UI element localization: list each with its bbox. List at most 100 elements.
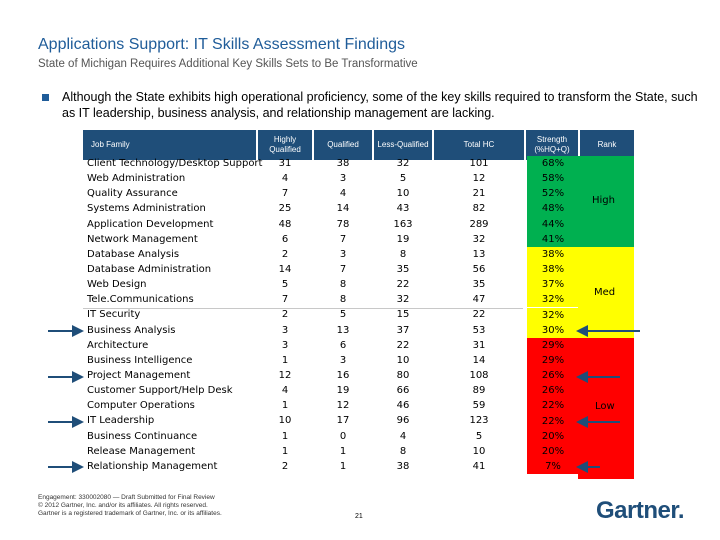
- gartner-logo: Gartner.: [596, 497, 685, 524]
- q-cell: 3: [339, 354, 347, 366]
- q-cell: 5: [339, 309, 347, 321]
- rank-label-low: Low: [595, 401, 615, 412]
- hc-cell: 289: [469, 218, 489, 230]
- header-less-qualified: Less-Qualified: [374, 130, 432, 160]
- lq-cell: 10: [396, 354, 410, 366]
- footer-notes: Engagement: 330002080 — Draft Submitted …: [38, 494, 222, 518]
- job-family-cell: Web Design: [87, 279, 147, 291]
- hq-cell: 2: [281, 460, 289, 472]
- strength-cell: 20%: [527, 428, 579, 444]
- hc-cell: 59: [472, 400, 486, 412]
- page-number: 21: [355, 513, 363, 520]
- lq-cell: 38: [396, 460, 410, 472]
- job-family-cell: Application Development: [87, 218, 214, 230]
- q-cell: 12: [336, 400, 350, 412]
- hc-cell: 108: [469, 369, 489, 381]
- hc-cell: 56: [472, 263, 486, 275]
- lq-cell: 32: [396, 158, 410, 169]
- hq-cell: 5: [281, 279, 289, 291]
- job-family-cell: Customer Support/Help Desk: [87, 385, 233, 397]
- lq-cell: 37: [396, 324, 410, 336]
- job-family-column: Client Technology/Desktop Support Web Adm…: [87, 156, 263, 474]
- lq-cell: 22: [396, 339, 410, 351]
- hq-cell: 25: [278, 203, 292, 215]
- hc-cell: 53: [472, 324, 486, 336]
- strength-cell: 26%: [527, 383, 579, 399]
- hq-cell: 7: [281, 188, 289, 200]
- job-family-cell: Quality Assurance: [87, 188, 178, 200]
- hq-cell: 1: [281, 354, 289, 366]
- strength-cell: 41%: [527, 231, 579, 247]
- strength-cell: 26%: [527, 368, 579, 384]
- hc-cell: 123: [469, 415, 489, 427]
- hc-cell: 12: [472, 173, 486, 185]
- rank-label-high: High: [592, 195, 615, 206]
- hq-cell: 10: [278, 415, 292, 427]
- hc-cell: 21: [472, 188, 486, 200]
- hq-cell: 31: [278, 158, 292, 169]
- rank-band-high: [578, 156, 634, 247]
- strength-cell: 44%: [527, 216, 579, 232]
- bullet-marker: [42, 94, 49, 101]
- page-subtitle: State of Michigan Requires Additional Ke…: [38, 58, 418, 70]
- lq-cell: 19: [396, 233, 410, 245]
- hc-cell: 89: [472, 385, 486, 397]
- hc-cell: 10: [472, 445, 486, 457]
- job-family-cell: Computer Operations: [87, 400, 195, 412]
- q-cell: 8: [339, 279, 347, 291]
- lq-cell: 22: [396, 279, 410, 291]
- lq-cell: 32: [396, 294, 410, 306]
- strength-cell: 38%: [527, 262, 579, 278]
- row-divider: [83, 308, 523, 309]
- lq-cell: 10: [396, 188, 410, 200]
- strength-cell: 29%: [527, 337, 579, 353]
- hc-cell: 5: [475, 430, 483, 442]
- hc-cell: 22: [472, 309, 486, 321]
- job-family-cell: Client Technology/Desktop Support: [87, 158, 263, 169]
- strength-cell: 38%: [527, 246, 579, 263]
- strength-cell: 29%: [527, 352, 579, 369]
- job-family-cell: Relationship Management: [87, 460, 218, 472]
- hq-cell: 2: [281, 248, 289, 260]
- strength-cell: 22%: [527, 398, 579, 414]
- hq-cell: 14: [278, 263, 292, 275]
- job-family-cell: Web Administration: [87, 173, 186, 185]
- strength-cell: 58%: [527, 171, 579, 187]
- job-family-cell: Business Intelligence: [87, 354, 193, 366]
- hc-cell: 82: [472, 203, 486, 215]
- header-total-hc: Total HC: [434, 130, 524, 160]
- strength-cell: 68%: [527, 156, 579, 172]
- job-family-cell: Network Management: [87, 233, 198, 245]
- hq-cell: 1: [281, 445, 289, 457]
- strength-cell: 7%: [527, 459, 579, 475]
- hc-cell: 41: [472, 460, 486, 472]
- job-family-cell: IT Leadership: [87, 415, 155, 427]
- q-cell: 4: [339, 188, 347, 200]
- q-cell: 6: [339, 339, 347, 351]
- lq-cell: 46: [396, 400, 410, 412]
- qualified-column: 38 3 4 14 78 7 3 7 8 8 5 13 6 3 16 19 12 17 0 1 1: [314, 156, 372, 474]
- q-cell: 8: [339, 294, 347, 306]
- lq-cell: 8: [399, 445, 407, 457]
- q-cell: 7: [339, 263, 347, 275]
- hc-cell: 14: [472, 354, 486, 366]
- q-cell: 1: [339, 460, 347, 472]
- hc-cell: 47: [472, 294, 486, 306]
- page-title: Applications Support: IT Skills Assessme…: [38, 36, 405, 53]
- strength-cell: 32%: [527, 307, 579, 323]
- q-cell: 7: [339, 233, 347, 245]
- lq-cell: 15: [396, 309, 410, 321]
- lq-cell: 43: [396, 203, 410, 215]
- q-cell: 0: [339, 430, 347, 442]
- footer-line: Gartner is a registered trademark of Gar…: [38, 510, 222, 517]
- job-family-cell: Business Continuance: [87, 430, 198, 442]
- rank-label-med: Med: [594, 287, 616, 298]
- lq-cell: 163: [393, 218, 413, 230]
- job-family-cell: Project Management: [87, 369, 191, 381]
- q-cell: 14: [336, 203, 350, 215]
- hq-cell: 12: [278, 369, 292, 381]
- strength-cell: 22%: [527, 413, 579, 429]
- header-qualified: Qualified: [314, 130, 372, 160]
- hc-cell: 31: [472, 339, 486, 351]
